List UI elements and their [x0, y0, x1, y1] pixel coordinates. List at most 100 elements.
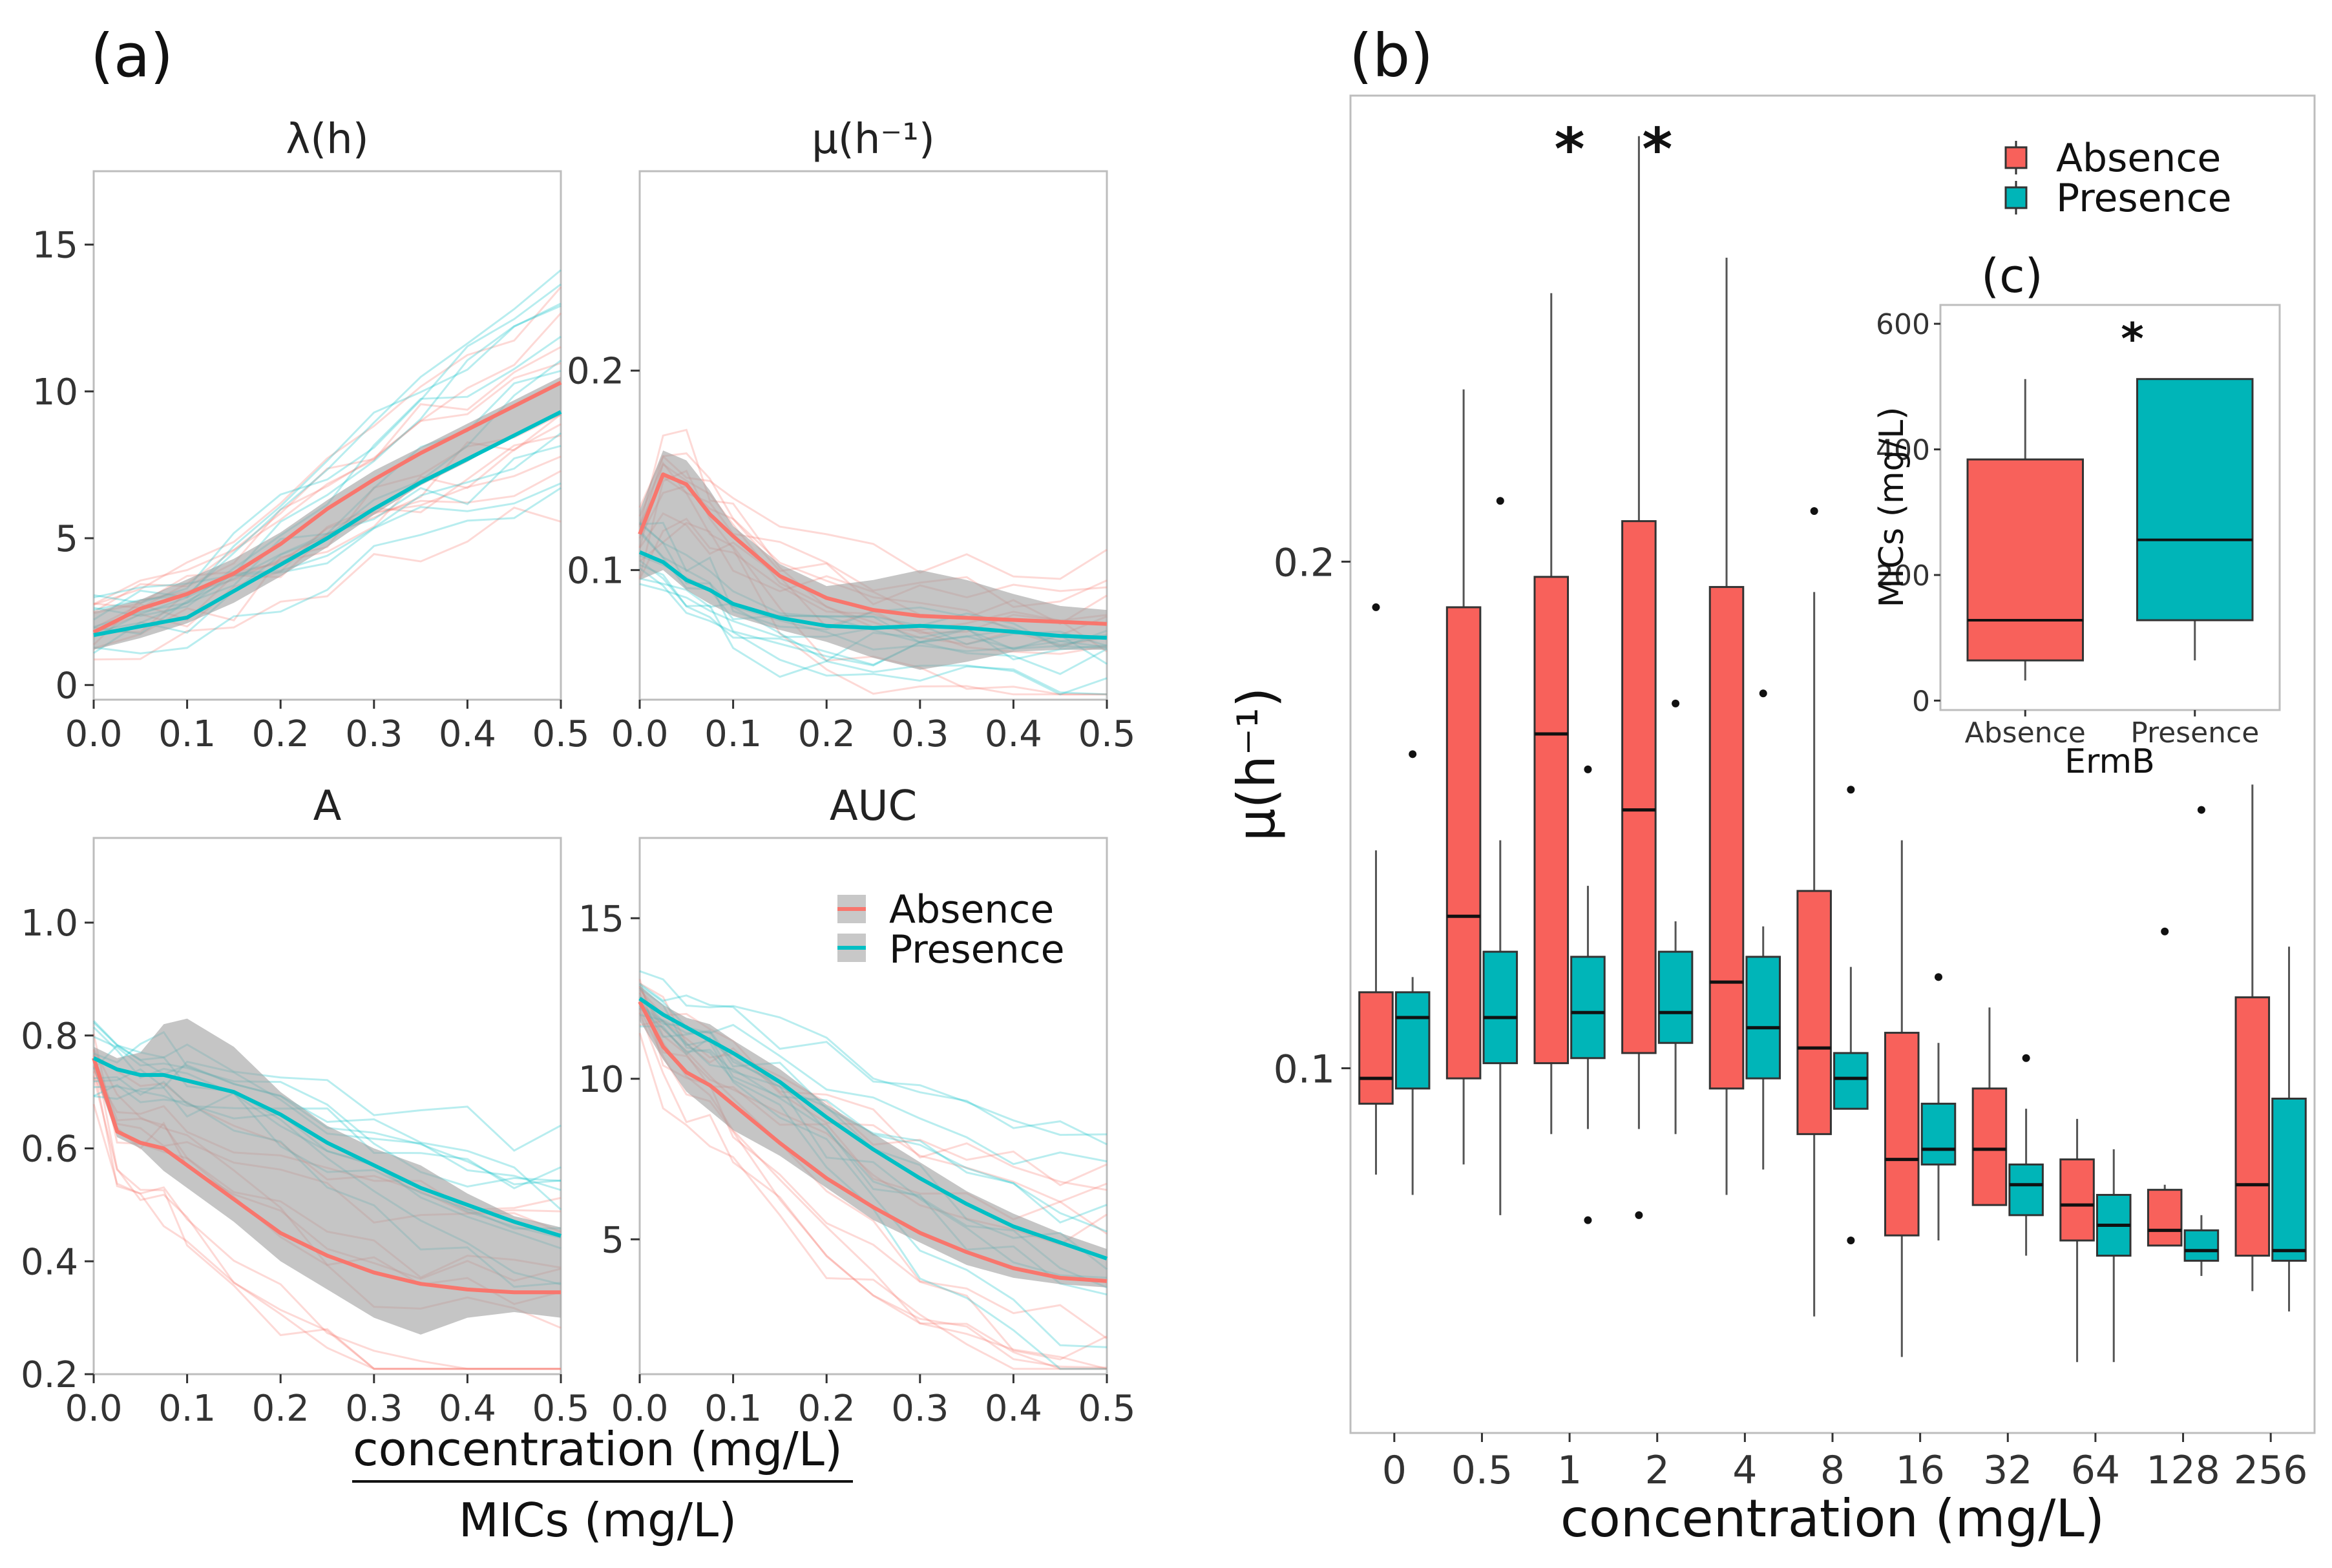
trajectory-line — [638, 1012, 1108, 1370]
y-tick-label: 0.2 — [567, 351, 624, 393]
panel-b-ylabel: μ(h⁻¹) — [1226, 687, 1287, 841]
iqr-box — [2008, 1163, 2044, 1217]
iqr-box — [1358, 991, 1394, 1105]
trajectory-line — [93, 286, 562, 606]
iqr-box — [1833, 1052, 1869, 1110]
x-tick-label: 0.5 — [1451, 1448, 1513, 1493]
trajectory-line — [639, 567, 1108, 696]
x-tick-label: 0.5 — [532, 713, 589, 755]
significance-star: * — [1642, 116, 1672, 183]
trajectory-line — [93, 482, 562, 599]
panel-a-xlabel-denominator: MICs (mg/L) — [459, 1493, 737, 1547]
x-tick-label: 0 — [1382, 1448, 1407, 1493]
x-tick-label: 64 — [2071, 1448, 2120, 1493]
y-tick-label: 5 — [55, 518, 78, 560]
absence-box — [1796, 507, 1832, 1317]
legend-b-presence-key — [2004, 186, 2028, 209]
iqr-box — [1971, 1087, 2008, 1206]
y-tick-label: 0 — [55, 665, 78, 707]
absence-box — [2147, 927, 2183, 1247]
panel-c-significance-star: * — [2121, 314, 2144, 365]
outlier-point — [2161, 927, 2169, 936]
x-tick-label: Presence — [2130, 716, 2259, 749]
trajectory-line — [92, 1103, 561, 1370]
x-tick-label: 32 — [1983, 1448, 2032, 1493]
absence-box — [1971, 1007, 2008, 1206]
presence-box — [1394, 750, 1431, 1195]
x-tick-label: 0.3 — [345, 713, 403, 755]
x-tick-label: 0.2 — [252, 1388, 310, 1430]
x-tick-label: 0.5 — [1078, 1388, 1135, 1430]
y-tick-label: 0.2 — [1274, 540, 1335, 585]
x-tick-label: 128 — [2146, 1448, 2220, 1493]
legend-b-absence-key — [2004, 146, 2028, 169]
y-tick-label: 10 — [578, 1059, 624, 1101]
outlier-point — [2022, 1054, 2030, 1062]
absence-box — [1708, 257, 1745, 1195]
iqr-box — [1394, 991, 1431, 1090]
panel-a-label: (a) — [90, 21, 173, 90]
absence-box — [1358, 603, 1394, 1175]
iqr-box — [1570, 956, 1606, 1060]
outlier-point — [1496, 497, 1504, 505]
x-tick-label: 0.0 — [65, 1388, 122, 1430]
panel-b-xlabel: concentration (mg/L) — [1560, 1489, 2105, 1549]
presence-mean-line — [638, 997, 1108, 1260]
panel-c-ylabel: MICs (mg/L) — [1873, 407, 1911, 608]
absence-mean-line — [92, 381, 562, 634]
outlier-point — [1584, 765, 1592, 773]
trajectory-line — [92, 1065, 561, 1370]
iqr-box — [1533, 576, 1570, 1065]
legend-b-presence-label: Presence — [2056, 176, 2232, 221]
y-tick-label: 0.2 — [21, 1354, 78, 1396]
y-tick-label: 0.8 — [21, 1016, 78, 1058]
outlier-point — [1672, 699, 1680, 707]
facet-lambda: λ(h) 0.0 0.1 0.2 0.3 0.4 0.5 0 5 10 15 — [32, 116, 590, 755]
confidence-band — [94, 1018, 561, 1335]
iqr-box — [2234, 996, 2271, 1257]
outlier-point — [1847, 1237, 1855, 1245]
x-tick-label: 0.2 — [798, 713, 856, 755]
iqr-box — [1920, 1102, 1957, 1166]
presence-mean-line — [92, 1056, 562, 1238]
trajectory-line — [92, 1021, 562, 1152]
x-tick-label: 0.1 — [158, 713, 216, 755]
iqr-box — [1708, 586, 1745, 1090]
y-tick-label: 0.4 — [21, 1241, 78, 1283]
outlier-point — [1847, 786, 1855, 794]
legend-a-presence-label: Presence — [889, 927, 1065, 972]
facet-title: A — [313, 782, 342, 830]
iqr-box — [1482, 950, 1518, 1065]
absence-mean-line — [638, 472, 1108, 626]
x-tick-label: 0.3 — [891, 713, 949, 755]
trajectory-line — [639, 983, 1108, 1136]
iqr-box — [2183, 1229, 2220, 1262]
panel-c-label: (c) — [1981, 249, 2043, 303]
absence-mean-line — [92, 1057, 561, 1295]
y-tick-label: 15 — [578, 898, 624, 940]
iqr-box — [2271, 1098, 2307, 1262]
facet-title: AUC — [830, 782, 917, 830]
absence-box — [2234, 784, 2271, 1291]
trajectory-line — [92, 1049, 561, 1370]
absence-mean-line — [638, 1001, 1108, 1283]
y-tick-label: 0.1 — [567, 550, 624, 592]
presence-box — [2008, 1054, 2044, 1256]
x-tick-label: 0.1 — [158, 1388, 216, 1430]
x-tick-label: 0.5 — [1078, 713, 1135, 755]
panel-c-axes: 0 200 400 600 Absence Presence — [1876, 308, 2259, 749]
y-tick-label: 0.1 — [1274, 1047, 1335, 1092]
y-tick-label: 0 — [1912, 685, 1930, 718]
outlier-point — [1372, 603, 1380, 611]
facet-A: A 0.0 0.1 0.2 0.3 0.4 0.5 0.2 0.4 0.6 0.8 1.0 — [21, 782, 590, 1430]
presence-mic-box — [2136, 378, 2254, 661]
confidence-band — [640, 450, 1107, 670]
x-tick-label: 0.3 — [345, 1388, 403, 1430]
facet-mu: μ(h⁻¹) 0.0 0.1 0.2 0.3 0.4 0.5 0.1 0.2 — [567, 116, 1136, 755]
trajectory-line — [639, 970, 1108, 1145]
x-tick-label: 0.1 — [704, 713, 762, 755]
trajectory-line — [93, 362, 562, 605]
trajectory-line — [638, 988, 1108, 1191]
iqr-box — [1966, 458, 2084, 662]
